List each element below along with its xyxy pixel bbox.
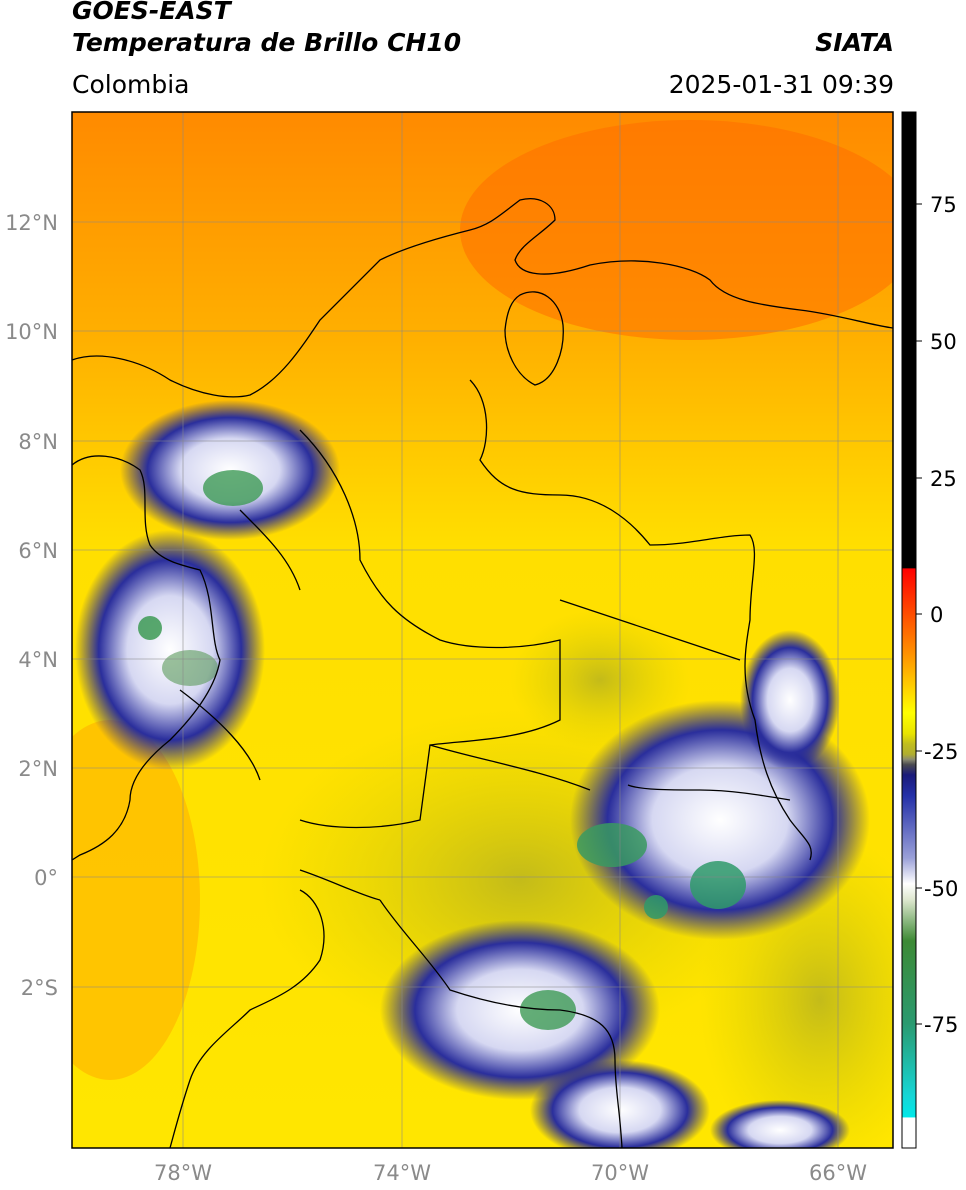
cold-core-6 <box>644 895 668 919</box>
olive-haze-center <box>510 610 690 750</box>
colorbar-gradient <box>901 111 917 1149</box>
colorbar-tick-neg50: -50 <box>924 877 958 901</box>
map-frame <box>71 111 894 1149</box>
colorbar-tick-neg75: -75 <box>924 1013 958 1037</box>
lat-label-10n: 10°N <box>5 320 58 344</box>
warm-zone-pacific <box>72 720 200 1080</box>
product-title: Temperatura de Brillo CH10 <box>72 28 462 57</box>
colorbar-tick-25: 25 <box>930 467 957 491</box>
pacific-coast <box>72 455 221 861</box>
colorbar-tick-0: 0 <box>930 603 943 627</box>
ecuador-border <box>299 869 381 901</box>
cold-core-2 <box>138 616 162 640</box>
lat-label-6n: 6°N <box>18 539 58 563</box>
peru-border <box>379 899 623 1148</box>
cloud-southeast-edge <box>710 1100 850 1148</box>
satellite-title: GOES-EAST <box>72 0 231 25</box>
brand-label: SIATA <box>815 28 894 57</box>
lat-label-12n: 12°N <box>5 211 58 235</box>
lat-label-2s: 2°S <box>21 976 58 1000</box>
colorbar: 75 50 25 0 -25 -50 -75 <box>901 111 958 1149</box>
cloud-pacific-coast <box>75 530 265 770</box>
warm-zone-north <box>460 120 893 340</box>
region-label: Colombia <box>72 70 190 99</box>
lon-label-70w: 70°W <box>591 1161 649 1185</box>
maracaibo-lake <box>504 291 564 386</box>
cold-core-3 <box>162 650 218 686</box>
cold-core-1 <box>203 470 263 506</box>
brazil-border <box>627 784 791 801</box>
borders <box>72 198 893 1148</box>
cold-core-5 <box>690 861 746 909</box>
lat-label-0: 0° <box>34 866 58 890</box>
lat-label-8n: 8°N <box>18 430 58 454</box>
colorbar-tick-neg25: -25 <box>924 740 958 764</box>
lon-label-78w: 78°W <box>154 1161 212 1185</box>
internal-departments <box>179 429 741 829</box>
cloud-orinoco <box>740 630 840 770</box>
cold-core-4 <box>577 823 647 867</box>
lat-label-4n: 4°N <box>18 648 58 672</box>
lat-label-2n: 2°N <box>18 757 58 781</box>
ecuador-coast <box>169 889 325 1148</box>
caribbean-coast <box>72 198 893 398</box>
lon-label-74w: 74°W <box>373 1161 431 1185</box>
gridlines <box>72 112 893 1148</box>
datetime-label: 2025-01-31 09:39 <box>668 70 894 99</box>
lon-label-66w: 66°W <box>809 1161 867 1185</box>
lat-labels: 12°N 10°N 8°N 6°N 4°N 2°N 0° 2°S <box>5 211 58 1000</box>
cloud-choco-north <box>120 400 340 540</box>
colorbar-tick-50: 50 <box>930 330 957 354</box>
satellite-imagery <box>72 112 893 1148</box>
lon-labels: 78°W 74°W 70°W 66°W <box>154 1161 867 1185</box>
colorbar-tick-75: 75 <box>930 193 957 217</box>
venezuela-border <box>469 379 812 861</box>
